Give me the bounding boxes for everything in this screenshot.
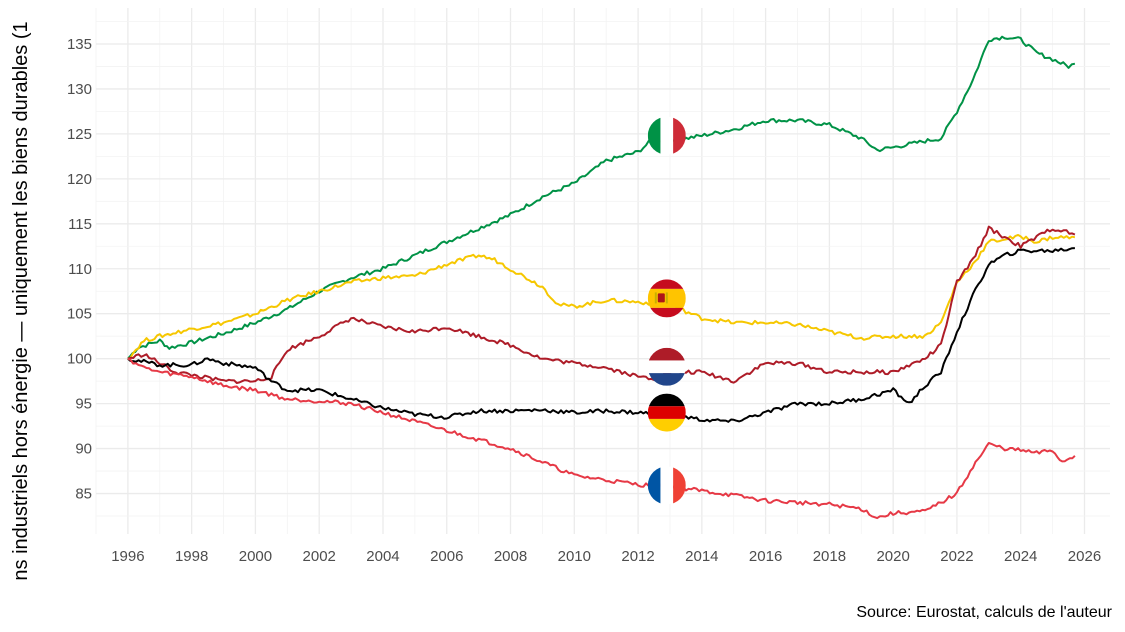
series-line-italy: [127, 35, 1076, 360]
grid: [95, 8, 1110, 534]
source-caption: Source: Eurostat, calculs de l'auteur: [856, 604, 1112, 621]
x-tick-label: 2016: [749, 548, 782, 565]
series-line-france: [127, 357, 1076, 520]
flags-layer: [647, 116, 686, 505]
x-tick-label: 2006: [430, 548, 463, 565]
y-tick-label: 90: [75, 441, 92, 458]
y-tick-label: 95: [75, 396, 92, 413]
series-line-spain: [127, 234, 1076, 360]
y-tick-label: 115: [68, 216, 92, 233]
x-tick-label: 2012: [621, 548, 654, 565]
x-tick-label: 2002: [303, 548, 336, 565]
x-tick-label: 2004: [366, 548, 399, 565]
y-tick-label: 135: [67, 36, 92, 53]
x-tick-label: 2022: [940, 548, 973, 565]
y-tick-label: 125: [67, 126, 92, 143]
y-tick-label: 105: [67, 306, 92, 323]
y-tick-label: 110: [68, 261, 92, 278]
y-axis-title: ns industriels hors énergie — uniquement…: [10, 21, 32, 580]
y-tick-label: 120: [67, 171, 92, 188]
x-tick-label: 2018: [813, 548, 846, 565]
y-tick-label: 130: [67, 81, 92, 98]
france-flag-icon: [647, 466, 686, 505]
germany-flag-icon: [647, 393, 686, 432]
series-line-germany: [127, 247, 1075, 423]
x-tick-label: 2026: [1068, 548, 1101, 565]
italy-flag-icon: [647, 116, 686, 155]
x-tick-label: 2010: [558, 548, 591, 565]
series-line-netherlands: [127, 225, 1076, 384]
x-tick-label: 2000: [239, 548, 272, 565]
x-tick-label: 2014: [685, 548, 718, 565]
x-tick-label: 2024: [1004, 548, 1037, 565]
x-tick-label: 1996: [111, 548, 144, 565]
y-tick-label: 85: [75, 486, 92, 503]
netherlands-flag-icon: [647, 347, 686, 386]
x-tick-label: 2008: [494, 548, 527, 565]
spain-flag-icon: [647, 279, 686, 318]
x-tick-label: 2020: [876, 548, 909, 565]
y-tick-label: 100: [67, 351, 92, 368]
x-tick-label: 1998: [175, 548, 208, 565]
series-layer: [127, 35, 1076, 520]
ticks-layer: 1996 1998 2000 2002 2004 2006 2008 2010 2012 2014…: [67, 36, 1101, 565]
